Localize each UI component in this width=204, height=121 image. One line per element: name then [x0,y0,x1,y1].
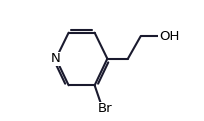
Text: Br: Br [97,102,112,115]
Text: OH: OH [158,30,178,43]
Text: N: N [51,52,61,65]
